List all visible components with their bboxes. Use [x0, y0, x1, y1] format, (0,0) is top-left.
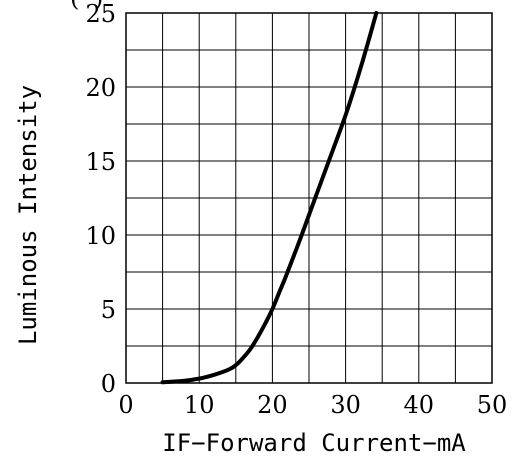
y-tick-label: 10 — [85, 222, 116, 250]
grid — [126, 13, 492, 383]
luminous-intensity-curve — [160, 11, 379, 385]
x-tick-label: 0 — [118, 391, 133, 419]
partial-top-label-close: ) — [94, 0, 103, 12]
x-tick-label: 50 — [477, 391, 508, 419]
y-tick-label: 20 — [85, 74, 116, 102]
x-tick-label: 20 — [257, 391, 288, 419]
y-tick-label: 15 — [85, 148, 116, 176]
x-tick-label: 40 — [404, 391, 435, 419]
plot-frame — [125, 12, 493, 384]
x-axis-title: IF−Forward Current−mA — [162, 429, 466, 457]
x-tick-labels: 0 10 20 30 40 50 — [118, 391, 507, 419]
y-tick-label: 5 — [101, 296, 116, 324]
y-axis-title: Luminous Intensity — [14, 85, 42, 345]
y-tick-label: 25 — [85, 0, 116, 28]
x-tick-label: 30 — [330, 391, 361, 419]
y-tick-label: 0 — [101, 370, 116, 398]
x-tick-label: 10 — [184, 391, 215, 419]
y-tick-labels: 0 5 10 15 20 25 — [85, 0, 116, 398]
partial-top-label-open: ( — [70, 0, 79, 12]
